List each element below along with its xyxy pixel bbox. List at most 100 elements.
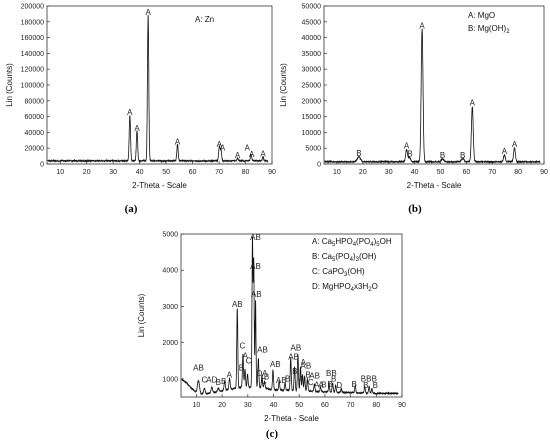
chart-panel-c: 10 20 30 40 50 60 70 80 90 1000 2000 3000 4000 5000 2-… [137, 232, 406, 441]
x-tick-label: 90 [398, 402, 406, 409]
x-tick-label: 50 [437, 169, 445, 176]
peak-label: AB [288, 353, 299, 362]
peak-label: B [221, 377, 226, 386]
y-tick-label: 10000 [302, 130, 322, 137]
y-tick-label: 80000 [25, 98, 45, 105]
x-tick-label: 10 [333, 169, 341, 176]
peak-label: C [308, 378, 314, 387]
y-tick-label: 40000 [25, 130, 45, 137]
panel-label: (c) [266, 428, 279, 440]
series-line [324, 28, 541, 164]
peak-label: B [292, 367, 297, 376]
peak-label: AB [301, 362, 312, 371]
y-tick-label: 5000 [162, 232, 178, 239]
x-tick-label: 40 [411, 169, 419, 176]
y-tick-label: 50000 [302, 4, 322, 11]
x-tick-label: 20 [218, 402, 226, 409]
peak-label: B [216, 378, 221, 387]
peak-label: B [407, 149, 412, 158]
x-tick-label: 30 [109, 169, 117, 176]
series-line [47, 14, 269, 164]
x-tick-label: 10 [193, 402, 201, 409]
peak-label: C [246, 357, 252, 366]
peak-label: B [285, 374, 290, 383]
x-tick-label: 40 [136, 169, 144, 176]
x-tick-label: 60 [189, 169, 197, 176]
peak-label: AB [270, 360, 281, 369]
x-tick-label: 50 [162, 169, 170, 176]
y-tick-label: 25000 [302, 83, 322, 90]
peak-label: B [361, 374, 366, 383]
x-tick-label: 80 [242, 169, 250, 176]
peak-label: A [127, 108, 133, 117]
plot-frame [46, 5, 273, 165]
peak-label: A [249, 150, 255, 159]
peak-label: C [261, 377, 267, 386]
peak-label: B [239, 363, 244, 372]
peak-label: A [134, 124, 140, 133]
peak-label: D [336, 381, 342, 390]
panel-label: (b) [408, 203, 422, 215]
peak-label: A [244, 144, 250, 153]
x-tick-label: 70 [215, 169, 223, 176]
peak-label: A [217, 140, 223, 149]
chart-panel-a: 10 20 30 40 50 60 70 80 90 0 20000 40000 60000 80000 1… [5, 4, 276, 216]
y-tick-label: 180000 [21, 19, 44, 26]
chart-panel-b: 10 20 30 40 50 60 70 80 90 0 5000 10000 15000 20000 25… [279, 4, 548, 216]
x-tick-label: 20 [359, 169, 367, 176]
peak-label: AB [291, 344, 302, 353]
x-tick-label: 60 [321, 402, 329, 409]
y-tick-label: 2000 [162, 340, 178, 347]
peak-label: AD [206, 375, 217, 384]
peak-label: A [235, 151, 241, 160]
x-tick-label: 90 [268, 169, 276, 176]
y-tick-label: 40000 [302, 35, 322, 42]
peak-label: A [175, 137, 181, 146]
peak-label: B [327, 380, 332, 389]
peak-label: A [318, 380, 324, 389]
y-tick-label: 5000 [305, 146, 321, 153]
peak-label: B [331, 374, 336, 383]
y-axis-title: Lin (Counts) [5, 63, 14, 107]
panel-label: (a) [125, 203, 138, 215]
plot-frame [180, 233, 403, 398]
peak-label: A [512, 140, 518, 149]
y-tick-label: 20000 [25, 146, 45, 153]
peak-label: A [419, 21, 425, 30]
peak-label: B [363, 381, 368, 390]
y-tick-label: 45000 [302, 19, 322, 26]
peak-label: C [240, 342, 246, 351]
peak-label: AB [257, 345, 268, 354]
y-tick-label: 35000 [302, 51, 322, 58]
legend-entry: B: Mg(OH)2 [468, 24, 510, 35]
x-axis-title: 2-Theta - Scale [132, 181, 187, 190]
x-tick-label: 80 [514, 169, 522, 176]
legend-entry: C: CaPO3(OH) [312, 267, 365, 278]
peak-label: B [440, 151, 445, 160]
peak-label: A [262, 369, 268, 378]
x-tick-label: 50 [295, 402, 303, 409]
peak-label: B [356, 149, 361, 158]
y-tick-label: 120000 [21, 67, 44, 74]
legend-entry: B: Ca5(PO4)3(OH) [312, 252, 377, 263]
series-line [181, 236, 399, 396]
y-tick-label: 140000 [21, 51, 44, 58]
x-tick-label: 70 [488, 169, 496, 176]
x-tick-label: 60 [462, 169, 470, 176]
peak-label: AB [250, 262, 261, 271]
peak-label: B [372, 374, 377, 383]
y-tick-label: 160000 [21, 35, 44, 42]
x-tick-label: 40 [270, 402, 278, 409]
peak-label: AB [251, 290, 262, 299]
peak-label: A [220, 144, 226, 153]
peak-label: B [264, 373, 269, 382]
peak-label: B [321, 380, 326, 389]
peak-label: A [298, 374, 304, 383]
y-tick-label: 0 [40, 162, 44, 169]
x-tick-label: 30 [385, 169, 393, 176]
y-tick-label: 30000 [302, 67, 322, 74]
x-axis-title: 2-Theta - Scale [264, 414, 319, 423]
x-tick-label: 10 [56, 169, 64, 176]
peak-label: B [366, 374, 371, 383]
peak-label: B [460, 151, 465, 160]
